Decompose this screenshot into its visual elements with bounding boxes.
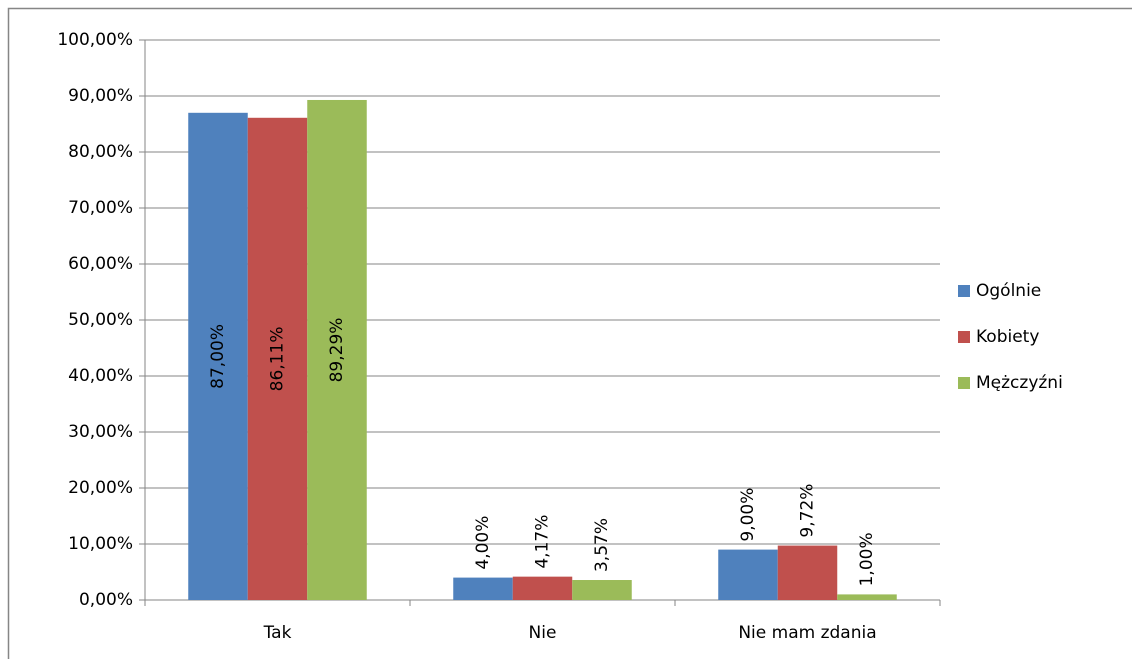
bar [453, 577, 513, 600]
y-tick-label: 90,00% [68, 86, 133, 106]
legend-label: Mężczyźni [976, 373, 1063, 393]
bar [307, 99, 367, 600]
legend-swatch [958, 331, 970, 343]
bar [188, 112, 248, 601]
x-tick-label: Nie [529, 623, 557, 643]
y-tick-label: 40,00% [68, 366, 133, 386]
data-label: 3,57% [592, 518, 612, 572]
data-label: 87,00% [208, 324, 228, 389]
data-label: 86,11% [268, 326, 288, 391]
data-label: 4,17% [533, 515, 553, 569]
legend-swatch [958, 377, 970, 389]
bar [512, 576, 573, 600]
x-tick-label: Tak [263, 623, 292, 643]
y-tick-label: 50,00% [68, 310, 133, 330]
data-label: 1,00% [857, 532, 877, 586]
bar [247, 117, 308, 600]
data-label: 9,72% [798, 484, 818, 538]
data-label: 4,00% [473, 516, 493, 570]
y-tick-label: 70,00% [68, 198, 133, 218]
y-tick-label: 20,00% [68, 478, 133, 498]
bar [777, 545, 838, 600]
y-tick-label: 30,00% [68, 422, 133, 442]
bar [837, 594, 897, 600]
legend-swatch [958, 285, 970, 297]
bar [718, 549, 778, 600]
legend-label: Ogólnie [976, 281, 1041, 301]
y-tick-label: 0,00% [79, 590, 133, 610]
data-label: 9,00% [738, 488, 758, 542]
y-tick-label: 60,00% [68, 254, 133, 274]
y-tick-label: 80,00% [68, 142, 133, 162]
x-tick-label: Nie mam zdania [738, 623, 876, 643]
y-tick-label: 100,00% [57, 30, 133, 50]
data-label: 89,29% [327, 318, 347, 383]
legend-label: Kobiety [976, 327, 1039, 347]
bar [572, 580, 632, 600]
frame [7, 7, 1132, 659]
y-tick-label: 10,00% [68, 534, 133, 554]
